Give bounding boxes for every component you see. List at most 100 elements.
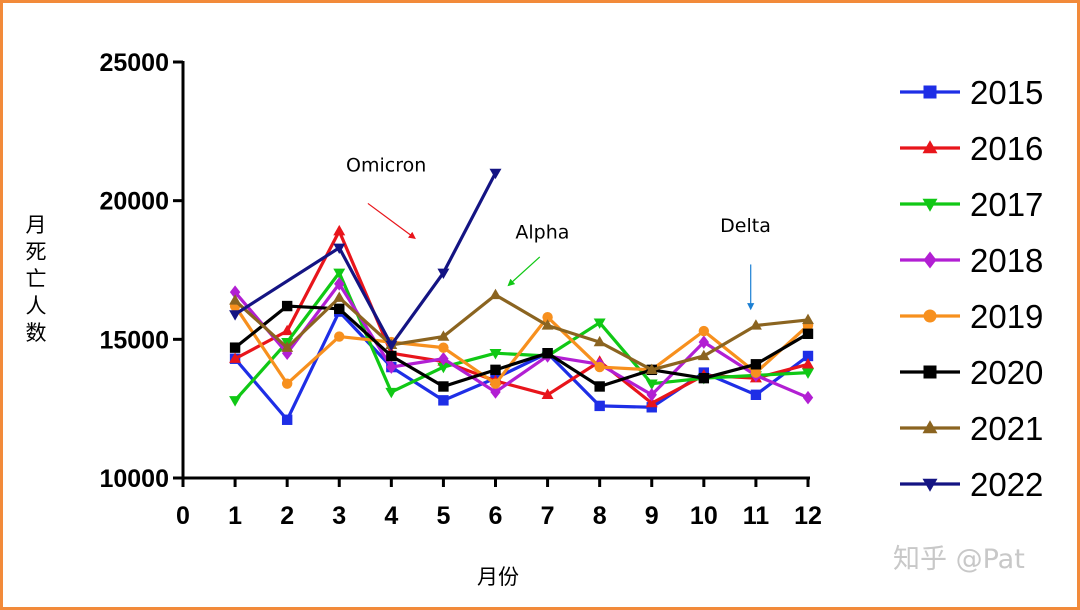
- data-point: [489, 349, 502, 360]
- legend-item-2017: 2017: [900, 186, 1043, 223]
- legend-marker: [922, 198, 938, 212]
- data-point: [802, 390, 814, 405]
- series-line-2017: [233, 271, 809, 402]
- data-point: [750, 359, 762, 370]
- data-point: [386, 350, 397, 362]
- data-point: [490, 378, 501, 389]
- annotation-delta: Delta: [720, 215, 771, 237]
- legend-item-2022: 2022: [900, 466, 1043, 503]
- legend-item-2018: 2018: [900, 242, 1043, 279]
- data-point: [698, 335, 710, 349]
- annotations: Omicron Alpha Delta: [346, 155, 771, 311]
- data-point: [334, 303, 345, 315]
- data-point: [281, 378, 293, 389]
- data-point: [438, 381, 449, 392]
- data-point: [802, 358, 814, 369]
- data-point: [802, 368, 814, 379]
- data-point: [593, 335, 606, 347]
- y-tick-label: 10000: [99, 465, 169, 493]
- series-2022: [229, 168, 502, 352]
- series-2018: [229, 277, 814, 405]
- x-tick-label: 7: [541, 502, 555, 530]
- y-tick-label: 20000: [99, 188, 169, 216]
- data-point: [229, 396, 242, 407]
- data-point: [490, 364, 501, 376]
- series-line-2018: [233, 282, 809, 400]
- x-tick-label: 8: [593, 502, 607, 530]
- legend-label: 2018: [970, 242, 1043, 279]
- data-point: [802, 328, 814, 339]
- series-line-2019: [233, 305, 810, 386]
- data-point: [697, 349, 710, 361]
- annotation-alpha: Alpha: [515, 221, 569, 243]
- data-point: [594, 400, 605, 412]
- data-point: [281, 414, 293, 425]
- x-tick-label: 4: [384, 502, 398, 530]
- data-point: [750, 367, 762, 378]
- x-tick-label: 12: [794, 502, 822, 530]
- x-tick-label: 11: [743, 502, 770, 530]
- series-2017: [229, 268, 814, 407]
- data-point: [490, 385, 501, 399]
- data-point: [593, 318, 606, 329]
- legend-marker: [923, 85, 937, 99]
- data-point: [542, 311, 553, 323]
- data-point: [645, 379, 658, 390]
- data-point: [229, 342, 241, 353]
- legend-label: 2020: [970, 354, 1043, 391]
- series-2015: [229, 306, 814, 425]
- data-point: [437, 268, 450, 280]
- data-point: [438, 351, 449, 366]
- data-point: [594, 361, 605, 373]
- series-line-2020: [234, 304, 809, 389]
- watermark: 知乎 @Pat: [893, 544, 1025, 575]
- y-tick-label: 25000: [99, 49, 169, 77]
- data-point: [698, 372, 710, 384]
- data-point: [438, 342, 449, 353]
- legend: 2015 2016 2017 2018 2019 2020 2021 2022: [900, 74, 1043, 503]
- x-tick-label: 10: [690, 502, 718, 530]
- legend-marker: [923, 309, 937, 323]
- x-tick-label: 3: [332, 502, 346, 530]
- x-tick-label: 5: [436, 502, 450, 530]
- annotation-omicron: Omicron: [346, 155, 426, 177]
- data-point: [385, 387, 398, 399]
- x-tick-label: 2: [280, 502, 294, 530]
- data-point: [385, 340, 398, 352]
- data-point: [645, 363, 658, 374]
- x-tick-label: 9: [645, 502, 659, 530]
- legend-label: 2017: [970, 186, 1043, 223]
- data-point: [386, 360, 397, 374]
- y-axis-title: 月死亡人数: [26, 213, 47, 345]
- legend-item-2020: 2020: [900, 354, 1043, 391]
- data-point: [749, 319, 762, 330]
- y-tick-label: 15000: [99, 326, 169, 354]
- legend-label: 2021: [970, 410, 1043, 447]
- data-point: [229, 352, 242, 363]
- series-line-2021: [234, 293, 809, 372]
- data-point: [281, 324, 294, 336]
- legend-item-2021: 2021: [900, 410, 1043, 447]
- data-point: [489, 288, 502, 300]
- data-point: [802, 350, 814, 362]
- series-layer: [229, 168, 814, 425]
- data-point: [281, 300, 293, 312]
- legend-marker: [922, 140, 938, 154]
- series-2021: [229, 288, 814, 374]
- series-line-2022: [234, 172, 497, 347]
- data-point: [541, 319, 554, 330]
- legend-item-2015: 2015: [900, 74, 1043, 111]
- legend-label: 2015: [970, 74, 1043, 111]
- annotation-arrow-alpha: [507, 256, 541, 287]
- data-point: [334, 277, 345, 291]
- data-point: [333, 224, 346, 236]
- data-point: [437, 330, 450, 341]
- legend-label: 2016: [970, 130, 1043, 167]
- x-axis-title: 月份: [477, 565, 519, 589]
- data-point: [437, 362, 450, 374]
- data-point: [594, 381, 605, 392]
- legend-marker: [923, 251, 937, 269]
